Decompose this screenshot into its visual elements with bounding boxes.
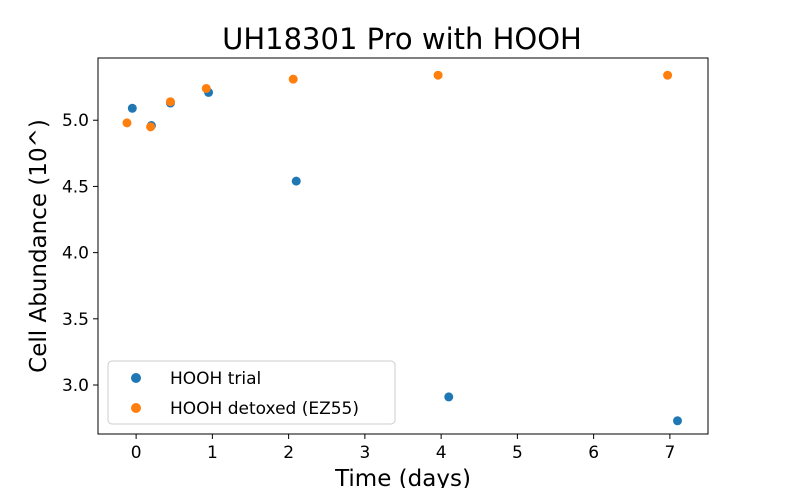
y-tick-label: 4.0 — [62, 244, 89, 264]
data-point-hooh-detoxed — [165, 97, 175, 107]
y-tick-label: 3.0 — [62, 376, 89, 396]
data-point-hooh-trial — [291, 176, 301, 186]
legend-label-hooh-trial: HOOH trial — [170, 369, 261, 389]
y-axis-label: Cell Abundance (10^) — [26, 119, 52, 373]
data-point-hooh-trial — [673, 416, 682, 426]
y-axis-ticks: 3.0 3.5 4.0 4.5 5.0 — [62, 111, 98, 396]
legend-label-hooh-detoxed: HOOH detoxed (EZ55) — [170, 399, 359, 419]
legend-marker-hooh-detoxed — [131, 403, 141, 413]
y-tick-label: 5.0 — [62, 111, 89, 131]
data-point-hooh-detoxed — [663, 70, 673, 80]
x-tick-label: 3 — [359, 443, 370, 463]
legend: HOOH trial HOOH detoxed (EZ55) — [107, 360, 396, 425]
x-tick-label: 1 — [207, 443, 218, 463]
legend-marker-hooh-trial — [131, 373, 141, 383]
plot-area — [122, 70, 682, 426]
plot-frame — [97, 57, 709, 435]
data-point-hooh-detoxed — [433, 70, 443, 80]
x-tick-label: 5 — [512, 443, 523, 463]
data-point-hooh-detoxed — [146, 122, 156, 132]
x-tick-label: 7 — [664, 443, 675, 463]
data-point-hooh-trial — [127, 103, 137, 113]
data-point-hooh-detoxed — [201, 83, 211, 93]
x-tick-label: 4 — [436, 443, 447, 463]
chart-title: UH18301 Pro with HOOH — [222, 22, 582, 56]
y-tick-label: 4.5 — [62, 177, 89, 197]
y-tick-label: 3.5 — [62, 310, 89, 330]
x-tick-label: 0 — [131, 443, 142, 463]
data-point-hooh-detoxed — [122, 118, 132, 128]
legend-box — [107, 360, 396, 425]
data-point-hooh-detoxed — [288, 74, 298, 84]
x-axis-ticks: 0 1 2 3 4 5 6 7 — [131, 434, 675, 463]
x-axis-label: Time (days) — [334, 466, 471, 488]
x-tick-label: 2 — [283, 443, 294, 463]
x-tick-label: 6 — [588, 443, 599, 463]
data-point-hooh-trial — [444, 392, 454, 402]
